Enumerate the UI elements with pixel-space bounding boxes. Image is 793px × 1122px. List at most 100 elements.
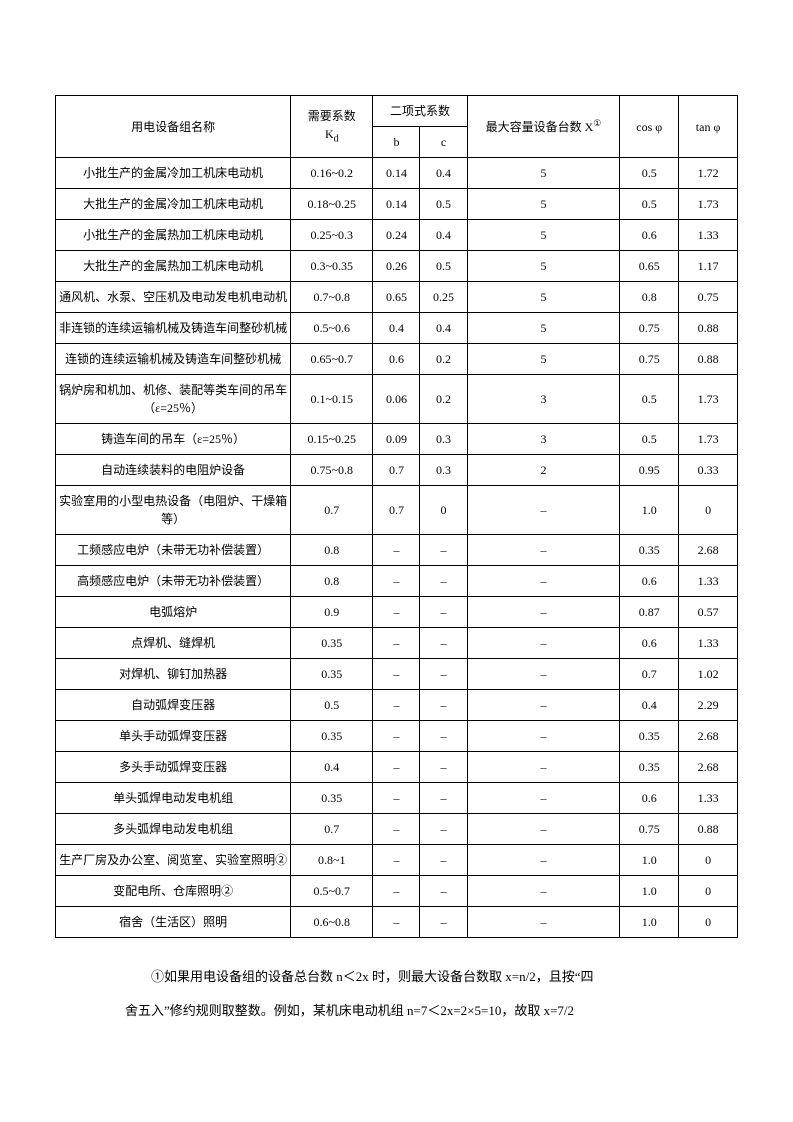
cell-kd: 0.7 — [291, 814, 373, 845]
cell-x: – — [467, 721, 620, 752]
table-row: 变配电所、仓库照明②0.5~0.7–––1.00 — [56, 876, 738, 907]
cell-kd: 0.65~0.7 — [291, 344, 373, 375]
cell-kd: 0.7 — [291, 486, 373, 535]
col-name: 用电设备组名称 — [56, 96, 291, 158]
cell-tan: 1.72 — [679, 158, 738, 189]
cell-kd: 0.75~0.8 — [291, 455, 373, 486]
cell-name: 点焊机、缝焊机 — [56, 628, 291, 659]
cell-kd: 0.35 — [291, 659, 373, 690]
cell-cos: 0.5 — [620, 424, 679, 455]
cell-b: 0.65 — [373, 282, 420, 313]
table-row: 单头手动弧焊变压器0.35–––0.352.68 — [56, 721, 738, 752]
cell-x: – — [467, 659, 620, 690]
cell-kd: 0.6~0.8 — [291, 907, 373, 938]
cell-tan: 0 — [679, 486, 738, 535]
cell-cos: 1.0 — [620, 876, 679, 907]
cell-cos: 0.8 — [620, 282, 679, 313]
cell-name: 电弧熔炉 — [56, 597, 291, 628]
cell-b: – — [373, 752, 420, 783]
cell-cos: 0.75 — [620, 313, 679, 344]
cell-x: 3 — [467, 424, 620, 455]
cell-tan: 0 — [679, 876, 738, 907]
cell-c: 0.3 — [420, 455, 467, 486]
cell-cos: 1.0 — [620, 907, 679, 938]
cell-cos: 0.65 — [620, 251, 679, 282]
cell-cos: 0.5 — [620, 158, 679, 189]
cell-b: – — [373, 783, 420, 814]
cell-name: 多头手动弧焊变压器 — [56, 752, 291, 783]
cell-tan: 1.73 — [679, 189, 738, 220]
cell-tan: 0.88 — [679, 313, 738, 344]
cell-x: 5 — [467, 189, 620, 220]
cell-b: – — [373, 628, 420, 659]
cell-x: – — [467, 876, 620, 907]
cell-tan: 1.33 — [679, 628, 738, 659]
cell-c: – — [420, 783, 467, 814]
cell-name: 工频感应电炉（未带无功补偿装置） — [56, 535, 291, 566]
cell-x: – — [467, 752, 620, 783]
cell-cos: 1.0 — [620, 486, 679, 535]
cell-c: 0.25 — [420, 282, 467, 313]
cell-b: – — [373, 876, 420, 907]
cell-kd: 0.35 — [291, 783, 373, 814]
cell-tan: 0.33 — [679, 455, 738, 486]
cell-cos: 0.4 — [620, 690, 679, 721]
cell-kd: 0.3~0.35 — [291, 251, 373, 282]
cell-kd: 0.15~0.25 — [291, 424, 373, 455]
cell-tan: 0 — [679, 907, 738, 938]
table-row: 对焊机、铆钉加热器0.35–––0.71.02 — [56, 659, 738, 690]
cell-c: – — [420, 752, 467, 783]
cell-x: 5 — [467, 251, 620, 282]
cell-kd: 0.35 — [291, 628, 373, 659]
table-row: 小批生产的金属冷加工机床电动机0.16~0.20.140.450.51.72 — [56, 158, 738, 189]
table-row: 非连锁的连续运输机械及铸造车间整砂机械0.5~0.60.40.450.750.8… — [56, 313, 738, 344]
table-row: 连锁的连续运输机械及铸造车间整砂机械0.65~0.70.60.250.750.8… — [56, 344, 738, 375]
table-row: 实验室用的小型电热设备（电阻炉、干燥箱等）0.70.70–1.00 — [56, 486, 738, 535]
cell-tan: 1.33 — [679, 220, 738, 251]
cell-tan: 1.33 — [679, 783, 738, 814]
cell-kd: 0.25~0.3 — [291, 220, 373, 251]
cell-b: 0.7 — [373, 486, 420, 535]
cell-b: – — [373, 814, 420, 845]
cell-c: – — [420, 721, 467, 752]
cell-name: 铸造车间的吊车（ε=25％） — [56, 424, 291, 455]
table-row: 电弧熔炉0.9–––0.870.57 — [56, 597, 738, 628]
cell-c: 0.3 — [420, 424, 467, 455]
cell-cos: 0.6 — [620, 628, 679, 659]
footnotes: ①如果用电设备组的设备总台数 n＜2x 时，则最大设备台数取 x=n/2，且按“… — [125, 960, 698, 1028]
cell-x: 3 — [467, 375, 620, 424]
cell-kd: 0.8 — [291, 535, 373, 566]
cell-tan: 0.88 — [679, 814, 738, 845]
cell-c: 0.4 — [420, 220, 467, 251]
col-b: b — [373, 127, 420, 158]
table-row: 点焊机、缝焊机0.35–––0.61.33 — [56, 628, 738, 659]
cell-b: 0.14 — [373, 189, 420, 220]
table-row: 生产厂房及办公室、阅览室、实验室照明②0.8~1–––1.00 — [56, 845, 738, 876]
footnote-1b: 舍五入”修约规则取整数。例如，某机床电动机组 n=7＜2x=2×5=10，故取 … — [125, 994, 698, 1028]
cell-cos: 0.35 — [620, 752, 679, 783]
cell-b: 0.09 — [373, 424, 420, 455]
cell-cos: 0.35 — [620, 721, 679, 752]
cell-kd: 0.9 — [291, 597, 373, 628]
cell-tan: 2.68 — [679, 721, 738, 752]
cell-name: 大批生产的金属热加工机床电动机 — [56, 251, 291, 282]
cell-x: – — [467, 690, 620, 721]
cell-kd: 0.5 — [291, 690, 373, 721]
cell-name: 通风机、水泵、空压机及电动发电机电动机 — [56, 282, 291, 313]
table-row: 自动连续装料的电阻炉设备0.75~0.80.70.320.950.33 — [56, 455, 738, 486]
cell-b: – — [373, 535, 420, 566]
cell-cos: 0.6 — [620, 220, 679, 251]
cell-x: 5 — [467, 220, 620, 251]
table-row: 大批生产的金属冷加工机床电动机0.18~0.250.140.550.51.73 — [56, 189, 738, 220]
footnote-1a: ①如果用电设备组的设备总台数 n＜2x 时，则最大设备台数取 x=n/2，且按“… — [125, 960, 698, 994]
table-row: 自动弧焊变压器0.5–––0.42.29 — [56, 690, 738, 721]
cell-c: – — [420, 628, 467, 659]
cell-x: 5 — [467, 282, 620, 313]
cell-name: 小批生产的金属热加工机床电动机 — [56, 220, 291, 251]
cell-c: – — [420, 907, 467, 938]
table-row: 大批生产的金属热加工机床电动机0.3~0.350.260.550.651.17 — [56, 251, 738, 282]
cell-c: – — [420, 814, 467, 845]
col-x: 最大容量设备台数 X① — [467, 96, 620, 158]
cell-cos: 0.6 — [620, 783, 679, 814]
cell-c: 0 — [420, 486, 467, 535]
